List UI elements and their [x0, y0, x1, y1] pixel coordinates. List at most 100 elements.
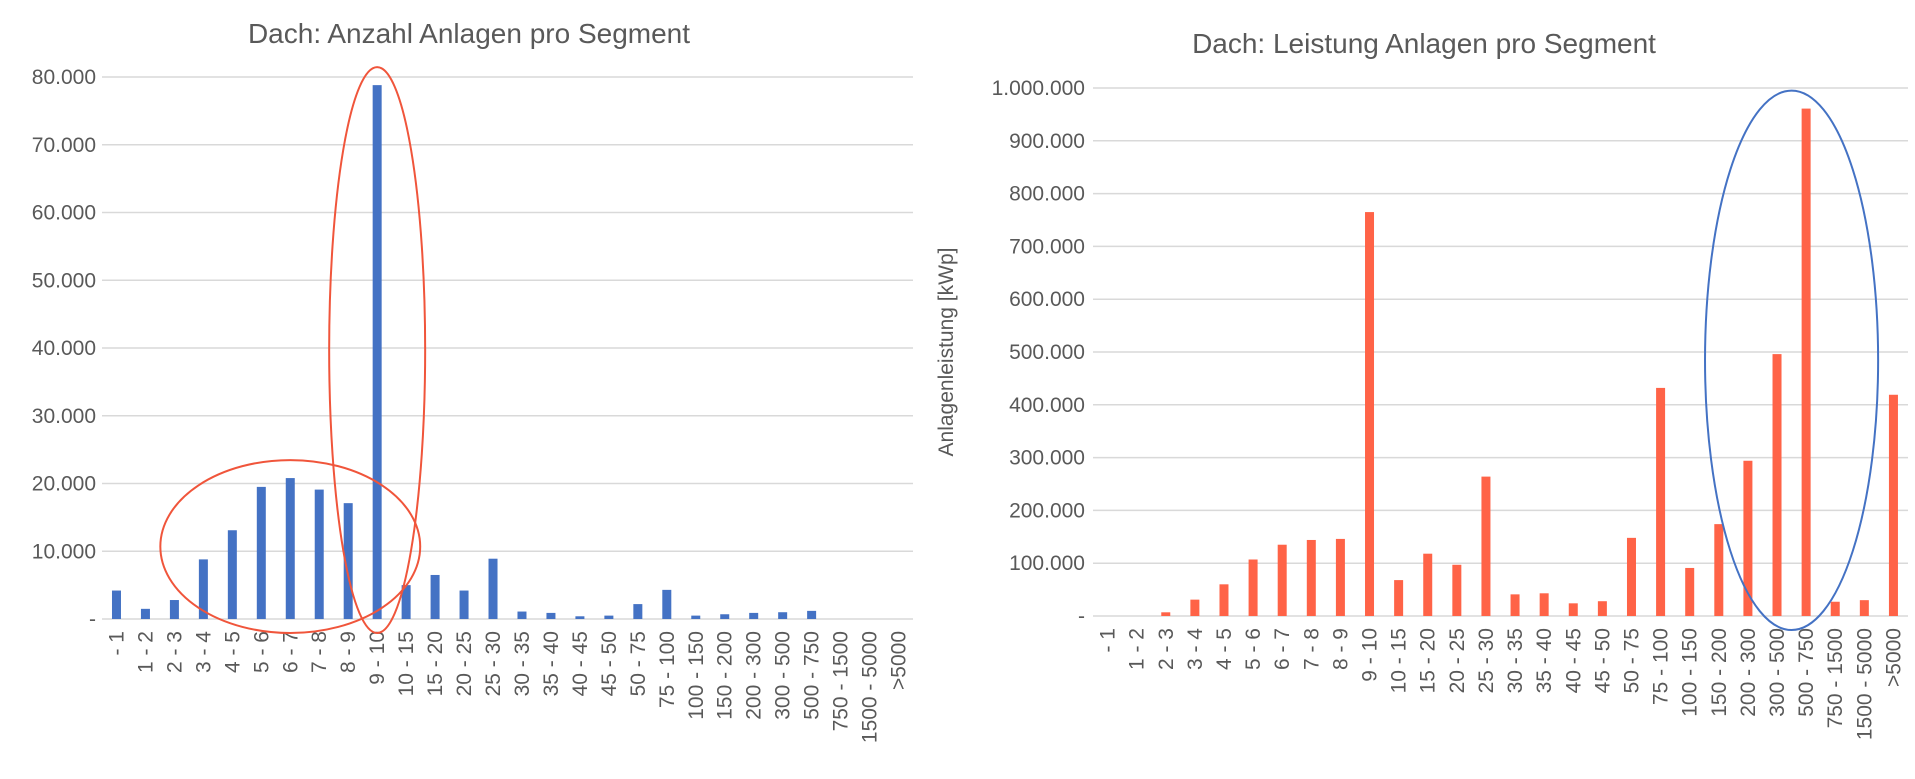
bar: [1161, 612, 1171, 616]
x-tick-label: 45 - 50: [1591, 628, 1614, 693]
x-tick-label: 200 - 300: [743, 631, 766, 720]
bar: [1248, 559, 1258, 616]
x-tick-label: 50 - 75: [1620, 628, 1643, 693]
bar: [1277, 544, 1287, 616]
x-tick-label: 10 - 15: [1388, 628, 1411, 693]
y-tick-label: 1.000.000: [992, 77, 1085, 100]
bar: [1801, 108, 1811, 616]
bar: [633, 604, 643, 619]
bar: [1743, 460, 1753, 616]
y-tick-label: -: [89, 608, 96, 631]
x-tick-label: 6 - 7: [1271, 628, 1294, 670]
x-tick-label: - 1: [1097, 628, 1120, 653]
bar: [1685, 567, 1695, 616]
bar: [401, 585, 411, 619]
y-tick-label: 80.000: [32, 66, 96, 89]
y-tick-label: 50.000: [32, 269, 96, 292]
x-tick-label: 50 - 75: [627, 631, 650, 696]
y-tick-label: 100.000: [1009, 552, 1085, 575]
gridlines: [102, 76, 913, 620]
x-tick-label: 5 - 6: [1242, 628, 1265, 670]
x-axis-ticks: - 1 1 - 2 2 - 3 3 - 4 4 - 5 5 - 6 6 - 7 7 - 8 8 …: [1097, 628, 1906, 740]
x-tick-label: 1500 - 5000: [1853, 628, 1876, 740]
x-tick-label: 1500 - 5000: [859, 631, 882, 743]
x-tick-label: 2 - 3: [163, 631, 186, 673]
bar: [1452, 564, 1462, 616]
x-tick-label: 9 - 10: [366, 631, 389, 685]
bar: [1626, 537, 1636, 616]
x-tick-label: 40 - 45: [1562, 628, 1585, 693]
bar: [662, 589, 672, 619]
x-tick-label: 150 - 200: [714, 631, 737, 720]
x-tick-label: 35 - 40: [1533, 628, 1556, 693]
x-tick-label: 25 - 30: [1475, 628, 1498, 693]
bar: [1190, 599, 1200, 616]
y-tick-label: 70.000: [32, 134, 96, 157]
bar: [227, 530, 237, 619]
bar: [691, 615, 701, 619]
bar: [169, 600, 179, 619]
bar: [575, 616, 585, 619]
y-tick-label: 20.000: [32, 473, 96, 496]
bar: [517, 611, 527, 619]
x-tick-label: - 1: [105, 631, 128, 656]
y-tick-label: 200.000: [1009, 499, 1085, 522]
x-tick-label: 15 - 20: [424, 631, 447, 696]
x-tick-label: 100 - 150: [1679, 628, 1702, 717]
chart-title: Dach: Leistung Anlagen pro Segment: [1192, 28, 1656, 59]
bar: [1568, 603, 1578, 616]
bar: [1830, 601, 1840, 616]
y-tick-label: 10.000: [32, 540, 96, 563]
bar: [488, 558, 498, 619]
x-tick-label: 10 - 15: [395, 631, 418, 696]
bar: [198, 559, 208, 619]
x-tick-label: 500 - 750: [801, 631, 824, 720]
bar: [720, 614, 730, 619]
y-axis-ticks: - 100.000 200.000 300.000 400.000 500.000 600.…: [992, 77, 1085, 628]
x-tick-label: 6 - 7: [279, 631, 302, 673]
x-tick-label: 7 - 8: [1300, 628, 1323, 670]
bar: [285, 478, 295, 619]
x-tick-label: 1 - 2: [134, 631, 157, 673]
x-tick-label: >5000: [1882, 628, 1905, 687]
y-tick-label: 600.000: [1009, 288, 1085, 311]
bars: [1161, 108, 1898, 616]
bar: [1714, 524, 1724, 616]
bar: [1772, 354, 1782, 616]
x-tick-label: 3 - 4: [1184, 628, 1207, 670]
bar: [1481, 476, 1491, 616]
x-tick-label: 75 - 100: [1650, 628, 1673, 705]
y-tick-label: 400.000: [1009, 394, 1085, 417]
annotations: [1704, 89, 1880, 631]
highlight-ellipse: [159, 459, 422, 634]
bar: [1365, 212, 1375, 616]
bar: [1888, 394, 1898, 616]
bar: [1394, 580, 1404, 616]
annotations: [159, 66, 427, 634]
y-tick-label: 40.000: [32, 337, 96, 360]
bar: [372, 85, 382, 619]
bar: [1597, 601, 1607, 616]
y-axis-ticks: - 10.000 20.000 30.000 40.000 50.000 60.000 70.…: [32, 66, 96, 631]
x-tick-label: 25 - 30: [482, 631, 505, 696]
bar: [1656, 387, 1666, 616]
x-tick-label: 150 - 200: [1708, 628, 1731, 717]
bar: [256, 486, 266, 619]
highlight-ellipse: [1704, 89, 1880, 631]
x-tick-label: 100 - 150: [685, 631, 708, 720]
y-tick-label: 30.000: [32, 405, 96, 428]
chart-leistung-anlagen: Dach: Leistung Anlagen pro Segment Anlag…: [935, 28, 1908, 740]
chart-anzahl-anlagen: Dach: Anzahl Anlagen pro Segment - 10.000…: [32, 18, 913, 743]
x-tick-label: 15 - 20: [1417, 628, 1440, 693]
y-tick-label: 800.000: [1009, 183, 1085, 206]
x-tick-label: 30 - 35: [1504, 628, 1527, 693]
bar: [430, 574, 440, 619]
x-tick-label: 30 - 35: [511, 631, 534, 696]
x-tick-label: 9 - 10: [1359, 628, 1382, 682]
bars: [111, 85, 817, 619]
x-tick-label: 45 - 50: [598, 631, 621, 696]
bar: [1859, 600, 1869, 616]
x-tick-label: 35 - 40: [540, 631, 563, 696]
y-tick-label: 500.000: [1009, 341, 1085, 364]
